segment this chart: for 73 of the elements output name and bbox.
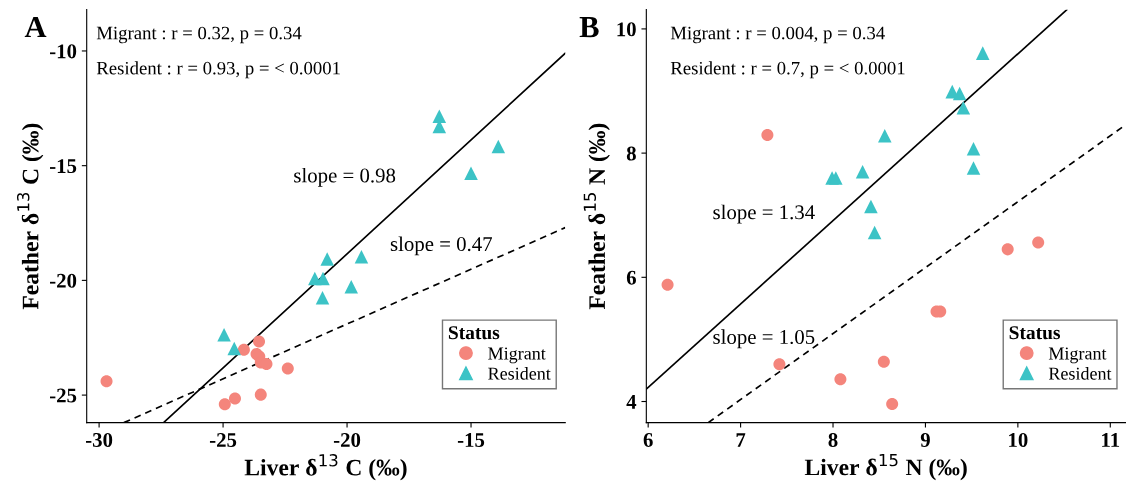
point [320,252,334,266]
point [464,166,478,181]
point [253,335,266,348]
point [218,398,231,411]
legend-label: Resident [1048,367,1112,380]
point [975,46,990,60]
point [316,271,330,286]
x-tick-label: -25 [209,433,237,448]
point [966,142,981,156]
point [829,171,843,185]
point [773,358,786,371]
y-tick-label: -20 [49,273,77,288]
annotation: Migrant : r = 0.004, p = 0.34 [670,26,885,44]
annotation: Migrant : r = 0.32, p = 0.34 [96,26,302,44]
annotation: slope = 1.34 [713,204,815,224]
y-tick-label: -25 [49,388,77,403]
y-tick-label: 10 [617,22,636,37]
point [878,128,892,143]
y-axis-title: Feather δ$^{13}$ C (‰) [16,123,44,310]
point [237,343,250,356]
point [761,129,774,142]
point [867,225,882,240]
annotation: slope = 0.47 [390,236,493,256]
point [1001,243,1014,256]
x-tick-label: -20 [333,432,361,448]
point [877,355,890,368]
x-tick-label: 11 [1102,433,1120,447]
chart-title: B [579,17,599,38]
chart-title: A [24,16,47,38]
x-tick-label: 10 [1009,432,1028,448]
point [228,392,241,405]
point [1032,236,1045,249]
legend-title: Status [448,326,500,340]
point [864,199,878,214]
y-tick-label: -10 [49,44,77,59]
point [217,327,231,342]
x-tick-label: 7 [736,433,746,447]
point [834,373,847,386]
x-tick-label: -15 [457,433,485,448]
point [354,249,369,264]
point [886,397,899,411]
legend-label: Migrant [488,347,546,364]
point [956,101,971,115]
annotation: Resident : r = 0.93, p = < 0.0001 [96,61,340,79]
point [855,164,870,179]
point [432,109,447,124]
x-tick-label: 6 [643,433,653,448]
point [281,362,294,375]
point [227,341,241,356]
legend-label: Migrant [1048,347,1107,364]
point [491,139,506,154]
y-tick-label: -15 [49,159,77,174]
point [952,86,967,101]
y-tick-label: 6 [626,270,636,285]
point [100,375,113,388]
x-tick-label: 8 [828,432,838,448]
annotation: slope = 0.98 [294,167,396,187]
x-axis-title: Liver δ$^{13}$ C (‰) [244,454,407,481]
point [254,388,267,401]
y-tick-label: 8 [626,146,636,161]
x-tick-label: -30 [85,432,113,448]
y-axis-title: Feather δ$^{15}$ N (‰) [583,123,610,310]
annotation: Resident : r = 0.7, p = < 0.0001 [670,61,905,79]
point [661,278,674,291]
point [966,161,981,175]
annotation: slope = 1.05 [713,329,815,349]
legend-title: Status [1009,326,1061,340]
point [344,280,359,294]
x-axis-title: Liver δ$^{15}$ N (‰) [804,454,967,481]
y-tick-label: 4 [626,395,637,409]
point [315,291,330,305]
legend-label: Resident [488,367,551,380]
x-tick-label: 9 [920,433,930,448]
